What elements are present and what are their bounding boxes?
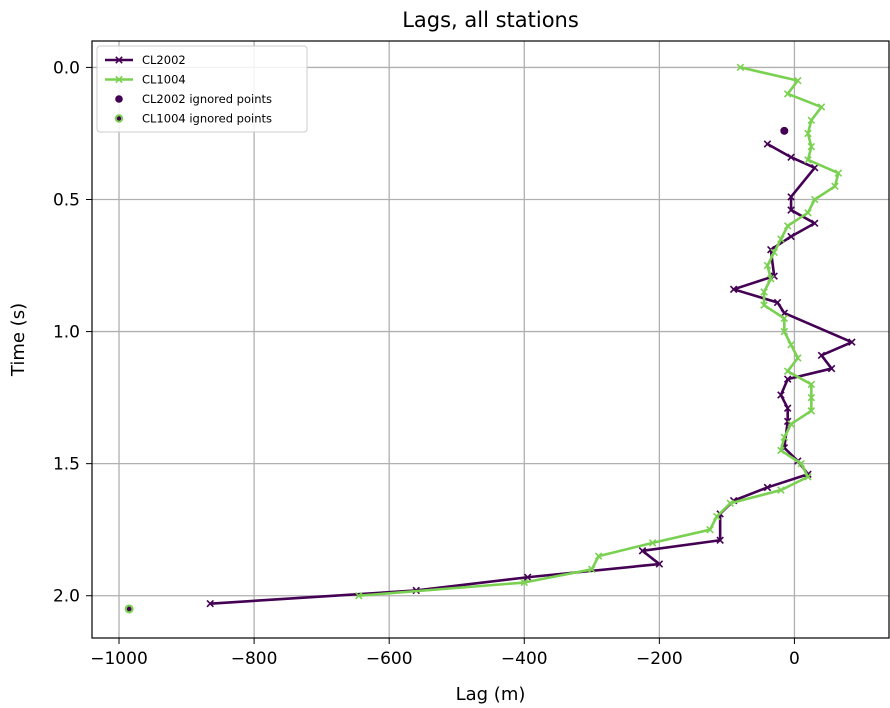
y-tick-label: 0.0	[53, 58, 80, 78]
y-tick-label: 1.5	[53, 455, 80, 475]
y-axis-label: Time (s)	[8, 303, 29, 377]
cl1004-point	[736, 63, 745, 72]
cl2002-point	[810, 219, 819, 228]
cl1004-point	[787, 420, 795, 428]
cl2002-point	[827, 364, 836, 373]
cl1004-point	[783, 90, 792, 98]
cl1004-point	[804, 129, 812, 138]
cl1004-point	[588, 565, 596, 574]
cl1004-ignored-points-legend-marker	[114, 114, 124, 123]
cl1004-point	[831, 182, 839, 191]
cl2002-point	[817, 351, 826, 360]
axis-ticks: −1000 −800 −600 −400 −200 0 0.0 0.5 1.0 1.5 2.0	[53, 58, 800, 669]
cl1004-point	[777, 235, 785, 243]
cl2002-legend-marker	[115, 56, 123, 64]
cl1004-point	[520, 578, 529, 587]
cl1004-point	[794, 354, 802, 362]
chart-title: Lags, all stations	[402, 8, 579, 32]
cl1004-point	[594, 552, 603, 560]
legend-label: CL1004 ignored points	[142, 112, 272, 126]
cl2002-point	[777, 391, 785, 399]
cl1004-point	[355, 591, 363, 600]
cl1004-point	[807, 407, 816, 415]
plot-data	[124, 63, 856, 614]
x-tick-label: −1000	[90, 649, 148, 669]
cl1004-point	[807, 142, 816, 151]
legend: CL2002 CL1004 CL2002 ignored points CL1004 …	[96, 45, 308, 133]
cl2002-point	[787, 232, 795, 241]
cl2002-point	[773, 298, 782, 307]
cl1004-point	[770, 248, 778, 257]
cl2002-point	[783, 404, 792, 412]
cl2002-point	[763, 140, 772, 148]
cl2002-point	[787, 153, 795, 161]
cl1004-point	[777, 446, 785, 455]
cl2002-ignored-points-point	[780, 126, 789, 135]
legend-label: CL1004	[142, 73, 186, 87]
legend-box	[96, 45, 308, 133]
x-axis-label: Lag (m)	[456, 684, 526, 705]
cl1004-point	[807, 116, 816, 125]
cl2002-point	[787, 193, 795, 201]
x-tick-label: −600	[366, 649, 413, 669]
plot-frame	[91, 40, 890, 639]
cl1004-point	[787, 341, 795, 349]
cl2002-point	[206, 599, 214, 608]
cl2002-point	[716, 536, 724, 545]
cl2002-point	[810, 164, 819, 172]
legend-label: CL2002 ignored points	[142, 92, 272, 106]
cl1004-ignored-points-point	[124, 604, 134, 614]
cl1004-point	[834, 169, 843, 177]
legend-label: CL2002	[142, 53, 186, 67]
cl1004-point	[817, 103, 826, 111]
x-tick-label: 0	[789, 649, 800, 669]
y-tick-label: 0.5	[53, 190, 80, 210]
cl1004-point	[648, 539, 657, 547]
cl1004-point	[797, 459, 805, 468]
cl2002-point	[787, 206, 795, 214]
cl1004-point	[783, 222, 792, 230]
y-tick-label: 1.0	[53, 323, 80, 343]
cl1004-point	[804, 208, 812, 217]
cl1004-point	[807, 380, 816, 389]
cl1004-point	[794, 76, 802, 85]
cl1004-point	[763, 261, 772, 270]
cl1004-point	[807, 393, 816, 402]
cl1004-point	[713, 512, 721, 521]
cl1004-point	[767, 274, 775, 283]
cl1004-point	[810, 195, 819, 204]
cl1004-point	[780, 314, 789, 323]
cl1004-point	[760, 301, 768, 309]
cl2002-point	[638, 547, 647, 555]
cl2002-point	[783, 375, 792, 383]
cl2002-point	[763, 483, 772, 492]
cl1004-point	[783, 367, 792, 375]
cl1004-point	[780, 327, 789, 336]
x-tick-label: −400	[501, 649, 548, 669]
cl2002-ignored-points-legend-marker	[115, 95, 123, 103]
cl2002-point	[655, 560, 664, 568]
cl1004-point	[804, 473, 812, 481]
y-tick-label: 2.0	[53, 587, 80, 607]
cl2002-point	[523, 573, 532, 582]
cl1004-point	[726, 499, 735, 508]
cl1004-point	[760, 288, 768, 296]
cl1004-legend-marker	[115, 75, 123, 84]
cl2002-point	[729, 285, 738, 294]
x-tick-label: −200	[636, 649, 683, 669]
x-tick-label: −800	[231, 649, 278, 669]
cl1004-point	[780, 433, 789, 442]
cl2002-point	[848, 338, 856, 346]
cl1004-point	[706, 525, 714, 534]
cl1004-point	[804, 156, 812, 164]
cl2002-line	[210, 142, 854, 605]
cl1004-point	[777, 486, 785, 494]
